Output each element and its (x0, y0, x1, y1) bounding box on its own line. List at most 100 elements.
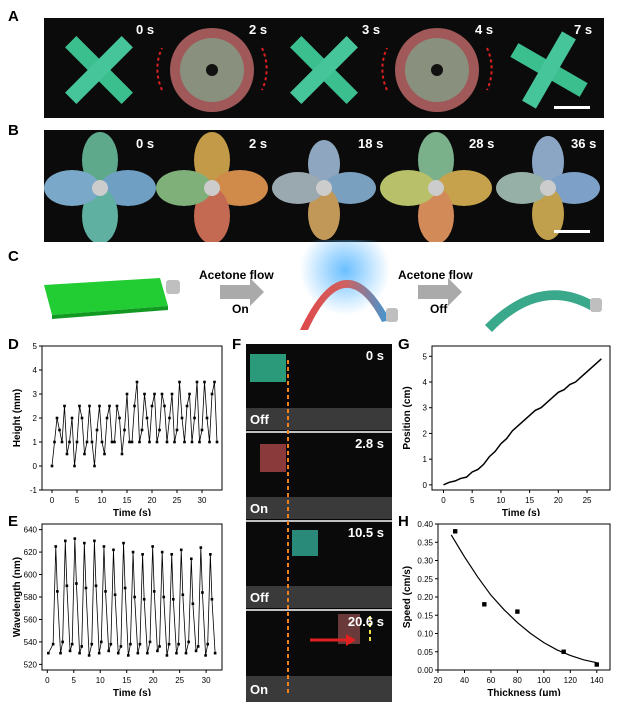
panel-letter-a: A (8, 8, 19, 25)
y-tick-label: 0.30 (417, 557, 433, 566)
y-tick-label: 4 (423, 378, 428, 387)
x-tick-label: 100 (537, 676, 551, 685)
y-tick-label: 1 (423, 455, 428, 464)
data-point (210, 392, 214, 396)
data-point (188, 392, 191, 396)
data-point (163, 404, 166, 408)
panel-letter-h: H (398, 513, 409, 530)
x-tick-label: 10 (96, 676, 105, 685)
data-point (73, 464, 76, 468)
data-point (80, 416, 84, 420)
data-point (93, 539, 96, 543)
data-point (184, 651, 188, 655)
x-tick-label: 120 (564, 676, 578, 685)
clamp-icon (386, 308, 398, 322)
panel-letter-f: F (232, 336, 242, 353)
y-tick-label: 520 (24, 660, 38, 669)
flower-frame-4 (380, 132, 492, 244)
flower-frame-2 (156, 132, 268, 244)
data-point (59, 651, 62, 655)
frame-3-time: 10.5 s (347, 525, 384, 540)
arrow-on-icon (220, 278, 264, 306)
y-tick-label: 1 (33, 438, 38, 447)
data-point (130, 440, 134, 444)
data-point (170, 392, 174, 396)
data-point (158, 428, 161, 432)
data-point (135, 380, 139, 384)
data-point (160, 550, 164, 554)
data-point (138, 642, 142, 646)
data-point (90, 440, 94, 444)
panel-letter-d: D (8, 336, 19, 353)
data-point (119, 645, 123, 648)
y-axis-label: Speed (cm/s) (402, 566, 413, 628)
x-tick-label: 20 (149, 676, 158, 685)
x-tick-label: 5 (75, 496, 80, 505)
data-point (83, 541, 86, 545)
panel-b-time-1: 0 s (136, 136, 155, 151)
data-point (148, 640, 152, 644)
data-point (191, 602, 195, 606)
data-point (73, 537, 77, 540)
flower-frame-1 (44, 132, 156, 244)
data-point (122, 541, 125, 545)
flower-frame-5 (496, 136, 600, 240)
x-tick-label: 20 (554, 496, 563, 505)
x-tick-label: 10 (98, 496, 107, 505)
panel-a-time-4: 4 s (475, 22, 494, 37)
data-point (110, 440, 114, 444)
panel-b-time-4: 28 s (469, 136, 495, 151)
x-axis-label: Time (s) (502, 508, 540, 516)
x-tick-label: 30 (198, 496, 207, 505)
data-point (146, 651, 149, 655)
flower-frame-3 (272, 140, 376, 240)
data-point (104, 590, 107, 593)
data-point (213, 380, 216, 384)
data-point (83, 452, 86, 456)
panel-a-time-2: 2 s (249, 22, 268, 37)
data-point (215, 440, 219, 444)
data-point (175, 651, 178, 655)
y-tick-label: 2 (33, 414, 38, 423)
data-point (123, 586, 127, 590)
panel-c-schematic (44, 240, 602, 332)
x-tick-label: 60 (486, 676, 495, 685)
data-point (68, 649, 72, 653)
y-tick-label: 0.00 (417, 666, 433, 675)
y-tick-label: 3 (423, 404, 428, 413)
arrow-off-icon (418, 278, 462, 306)
series-line (47, 538, 216, 656)
x-axis-label: Time (s) (113, 508, 151, 516)
panel-f-frames: 0 s Off 2.8 s On 10.5 s Off 20.6 s On (246, 344, 392, 702)
data-point (160, 392, 164, 396)
cross-frame-3 (290, 36, 358, 104)
data-point (158, 645, 161, 648)
data-point (113, 440, 116, 444)
data-point (109, 642, 113, 646)
y-tick-label: 620 (24, 548, 38, 557)
data-point (80, 645, 84, 648)
x-tick-label: 15 (123, 496, 132, 505)
data-point (151, 545, 154, 548)
plot-frame (431, 345, 611, 491)
data-point (54, 545, 58, 548)
panel-b-time-3: 18 s (358, 136, 384, 151)
y-tick-label: 4 (33, 366, 38, 375)
data-point (75, 582, 78, 585)
data-point (183, 440, 186, 444)
panel-f-overlay (246, 344, 392, 702)
data-point (107, 649, 111, 653)
acetone-flow-label-1: Acetone flow (199, 268, 274, 282)
data-point (190, 440, 194, 444)
frame-4 (246, 611, 392, 702)
data-point (208, 440, 211, 444)
panel-letter-e: E (8, 513, 19, 530)
data-point (105, 416, 109, 420)
rotation-arrow-icon (156, 47, 163, 91)
data-point (198, 440, 201, 444)
x-tick-label: 15 (122, 676, 131, 685)
data-point (103, 452, 106, 456)
frame-2 (246, 433, 392, 519)
plot-frame (437, 523, 611, 671)
data-point (113, 593, 117, 597)
